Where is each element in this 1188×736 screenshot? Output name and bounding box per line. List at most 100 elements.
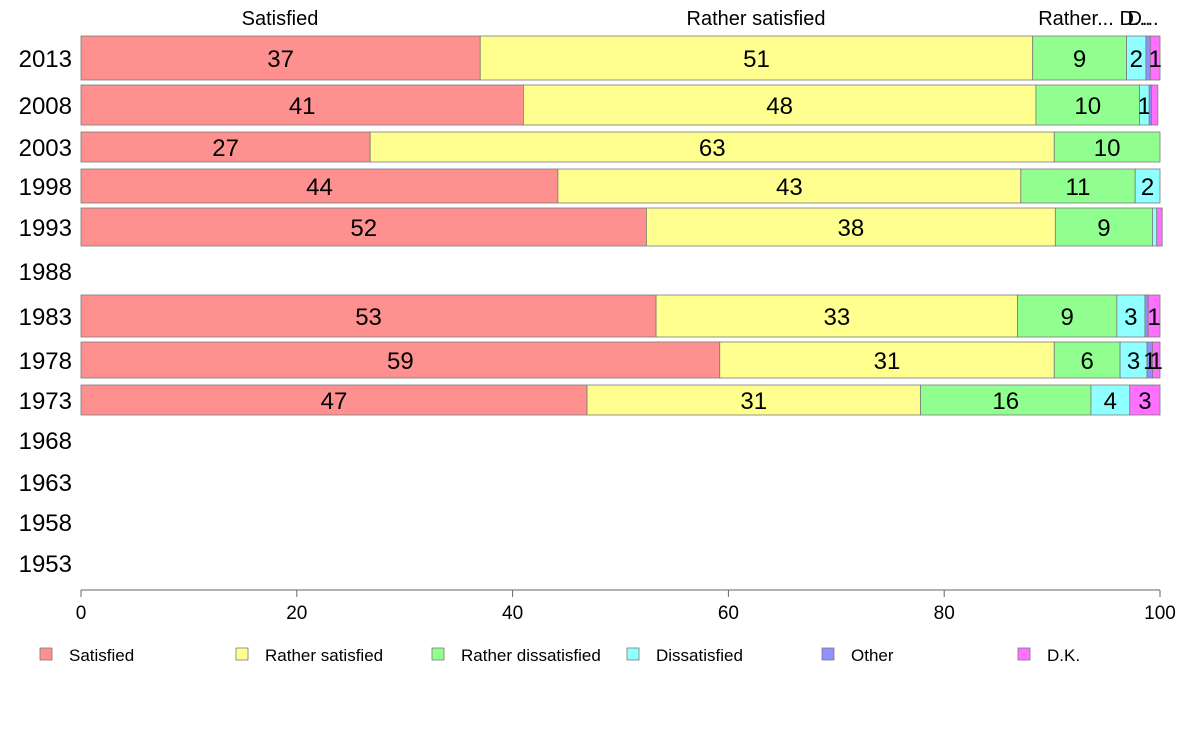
bar-value-label: 11 [1066,174,1091,201]
bar-segment [80,384,588,416]
bar-segment [1054,207,1153,247]
bar-value-label: 1 [1147,304,1160,331]
legend-label: Satisfied [69,646,134,665]
column-header: D... [1119,8,1150,30]
bar-segment [655,294,1018,338]
bar-segment [1129,384,1161,416]
legend-swatch [821,647,835,661]
legend-label: D.K. [1047,646,1080,665]
year-label: 1993 [19,215,72,242]
bar-segment [1150,84,1159,126]
bar-segment [1149,35,1161,81]
column-headers: Satisfied Rather satisfied Rather... D...D.… [242,8,1159,30]
legend-swatch [626,647,640,661]
legend-label: Dissatisfied [656,646,743,665]
x-tick-label: 40 [502,603,523,624]
bar-value-label: 44 [306,174,333,201]
x-axis: 0 20 40 60 80 100 [76,589,1176,624]
bar-value-label: 9 [1097,215,1110,242]
bar-segment [645,207,1056,247]
year-label: 2013 [19,46,72,73]
bar-value-label: 10 [1074,93,1101,120]
bar-value-label: 41 [289,93,316,120]
bar-value-label: 33 [823,304,850,331]
bar-segment [920,384,1092,416]
bar-value-label: 63 [699,135,726,162]
year-label: 1958 [19,510,72,537]
bar-segment [479,35,1034,81]
x-tick-label: 20 [286,603,307,624]
bar-value-label: 16 [992,388,1019,415]
bar-value-label: 2 [1141,174,1154,201]
year-label: 1973 [19,388,72,415]
legend-swatch [431,647,445,661]
year-label: 2003 [19,135,72,162]
bar-value-label: 52 [350,215,377,242]
bar-segment [80,207,647,247]
bar-segment [80,341,721,379]
legend-label: Rather dissatisfied [461,646,601,665]
bar-value-label: 3 [1127,348,1140,375]
legend-swatch [1017,647,1031,661]
bar-segment [1156,207,1163,247]
bar-value-label: 48 [766,93,793,120]
year-label: 1983 [19,304,72,331]
legend-swatch [39,647,53,661]
legend-label: Rather satisfied [265,646,383,665]
year-labels: 2013 2008 2003 1998 1993 1988 1983 1978 1973 1968… [19,46,72,578]
bar-segment [80,294,657,338]
bar-value-label: 59 [387,348,414,375]
x-tick-label: 60 [718,603,739,624]
legend-swatch [235,647,249,661]
legend: Satisfied Rather satisfied Rather dissatis… [39,646,1080,665]
bar-segment [1116,294,1146,338]
year-label: 1968 [19,428,72,455]
legend-label: Other [851,646,894,665]
x-tick-label: 80 [934,603,955,624]
column-header: D... [1127,8,1158,30]
bar-segment [1053,131,1161,163]
bar-value-label: 6 [1080,348,1093,375]
bar-value-label: 9 [1073,46,1086,73]
bar-segment [1053,341,1121,379]
bar-value-label: 9 [1061,304,1074,331]
bar-value-label: 10 [1094,135,1121,162]
bar-segment [80,168,559,204]
bar-segment [1152,341,1161,379]
bar-segment [1152,207,1158,247]
bar-value-label: 43 [776,174,803,201]
bar-segment [1035,84,1140,126]
bar-value-label: 1 [1138,93,1151,120]
x-tick-label: 0 [76,603,87,624]
bar-value-label: 37 [267,46,294,73]
year-label: 1988 [19,259,72,286]
bar-segment [80,131,371,163]
bar-value-label: 3 [1138,388,1151,415]
year-label: 1978 [19,348,72,375]
x-tick-label: 100 [1144,603,1176,624]
year-label: 1963 [19,470,72,497]
bar-segment [1134,168,1161,204]
year-label: 2008 [19,93,72,120]
year-label: 1953 [19,551,72,578]
bar-value-label: 51 [743,46,770,73]
bar-value-label: 31 [874,348,901,375]
bar-value-label: 27 [212,135,239,162]
bar-value-label: 1 [1150,348,1163,375]
bar-value-label: 1 [1148,46,1161,73]
bar-segment [586,384,921,416]
bar-segment [1147,294,1161,338]
bar-value-label: 31 [740,388,767,415]
bar-segment [557,168,1022,204]
bar-segment [1090,384,1131,416]
bar-segment [719,341,1055,379]
column-header: Rather satisfied [687,8,826,30]
bar-value-label: 53 [355,304,382,331]
bar-value-label: 38 [838,215,865,242]
bar-value-label: 4 [1104,388,1117,415]
bar-value-label: 2 [1130,46,1143,73]
bar-segment [1017,294,1118,338]
bar-value-label: 3 [1124,304,1137,331]
